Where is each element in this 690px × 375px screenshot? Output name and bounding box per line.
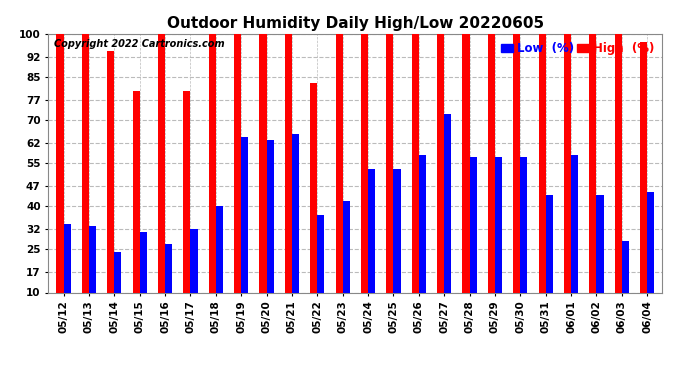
Bar — [285, 34, 292, 321]
Bar — [184, 91, 190, 321]
Bar — [63, 224, 70, 321]
Bar — [89, 226, 96, 321]
Bar — [310, 82, 317, 321]
Bar — [292, 134, 299, 321]
Bar — [57, 34, 63, 321]
Bar — [495, 158, 502, 321]
Bar — [190, 229, 197, 321]
Bar — [488, 34, 495, 321]
Text: Copyright 2022 Cartronics.com: Copyright 2022 Cartronics.com — [55, 39, 225, 49]
Bar — [596, 195, 604, 321]
Bar — [107, 51, 115, 321]
Bar — [259, 34, 266, 321]
Bar — [343, 201, 350, 321]
Bar — [437, 34, 444, 321]
Bar — [82, 34, 89, 321]
Legend: Low  (%), High  (%): Low (%), High (%) — [499, 40, 656, 57]
Bar — [647, 192, 654, 321]
Bar — [216, 206, 223, 321]
Bar — [317, 215, 324, 321]
Bar — [266, 140, 274, 321]
Bar — [368, 169, 375, 321]
Bar — [361, 34, 368, 321]
Bar — [546, 195, 553, 321]
Bar — [241, 137, 248, 321]
Bar — [513, 34, 520, 321]
Bar — [462, 34, 469, 321]
Bar — [640, 42, 647, 321]
Bar — [335, 34, 343, 321]
Bar — [622, 241, 629, 321]
Bar — [132, 91, 139, 321]
Bar — [520, 158, 527, 321]
Bar — [615, 34, 622, 321]
Bar — [571, 154, 578, 321]
Bar — [393, 169, 400, 321]
Bar — [419, 154, 426, 321]
Bar — [386, 34, 393, 321]
Bar — [469, 158, 477, 321]
Bar — [139, 232, 147, 321]
Bar — [115, 252, 121, 321]
Title: Outdoor Humidity Daily High/Low 20220605: Outdoor Humidity Daily High/Low 20220605 — [167, 16, 544, 31]
Bar — [234, 34, 242, 321]
Bar — [589, 34, 596, 321]
Bar — [158, 34, 165, 321]
Bar — [564, 34, 571, 321]
Bar — [165, 244, 172, 321]
Bar — [412, 34, 419, 321]
Bar — [539, 34, 546, 321]
Bar — [208, 34, 216, 321]
Bar — [444, 114, 451, 321]
